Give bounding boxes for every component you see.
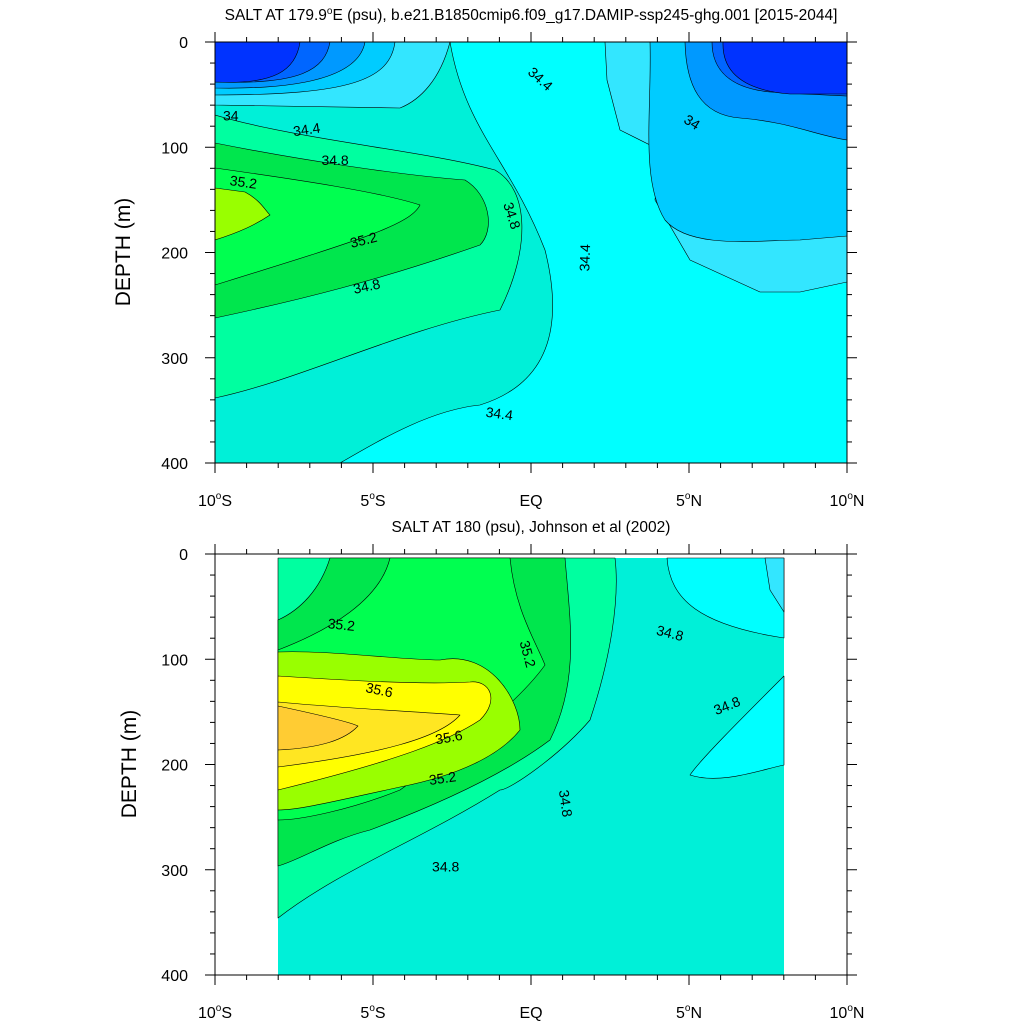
x-tick-label: EQ xyxy=(519,493,542,510)
panel-model-title: SALT AT 179.9oE (psu), b.e21.B1850cmip6.… xyxy=(225,6,838,24)
y-axis-title-observations: DEPTH (m) xyxy=(118,710,141,819)
contour-label: 35.2 xyxy=(348,229,379,251)
contour-label: 34.4 xyxy=(576,244,593,272)
ticks-observations xyxy=(205,544,857,985)
x-tick-label: 5oN xyxy=(676,1003,702,1022)
x-tick-label: 5oS xyxy=(360,1003,385,1022)
contour-label: 35.2 xyxy=(229,172,258,192)
contour-label: 35.2 xyxy=(428,768,457,788)
contour-label: 35.6 xyxy=(434,727,464,748)
plot-frame-observations xyxy=(205,544,857,985)
ytick-labels-observations: 0 100 200 300 400 xyxy=(161,547,188,985)
y-tick-label: 400 xyxy=(161,456,188,473)
plot-frame-model xyxy=(205,32,857,473)
contour-fill-model xyxy=(215,42,847,463)
contour-label: 34.8 xyxy=(556,789,576,818)
y-tick-label: 300 xyxy=(161,351,188,368)
fill-model-sw-35-6 xyxy=(215,187,271,241)
y-tick-label: 100 xyxy=(161,140,188,157)
y-tick-label: 0 xyxy=(179,547,188,564)
contour-label: 34.4 xyxy=(485,404,514,424)
ytick-labels-model: 0 100 200 300 400 xyxy=(161,35,188,473)
fill-obs-36-2 xyxy=(277,705,359,751)
fill-obs-fresh-34-6 xyxy=(666,557,785,639)
panel-model: SALT AT 179.9oE (psu), b.e21.B1850cmip6.… xyxy=(112,6,864,510)
fill-model-sw-35-4 xyxy=(215,167,421,286)
panel-observations: SALT AT 180 (psu), Johnson et al (2002) … xyxy=(118,519,864,1022)
y-tick-label: 200 xyxy=(161,758,188,775)
y-axis-title-model: DEPTH (m) xyxy=(112,198,135,307)
panel-obs-title: SALT AT 180 (psu), Johnson et al (2002) xyxy=(392,519,671,536)
y-tick-label: 100 xyxy=(161,652,188,669)
x-tick-label: 10oN xyxy=(830,491,865,510)
x-tick-label: 10oS xyxy=(198,1003,232,1022)
contour-label: 34.8 xyxy=(655,622,686,644)
x-tick-label: EQ xyxy=(519,1005,542,1022)
ticks-model xyxy=(205,32,857,473)
contour-label: 34.8 xyxy=(352,275,382,296)
x-tick-label: 5oN xyxy=(676,491,702,510)
xtick-labels-model: 10oS 5oS EQ 5oN 10oN xyxy=(198,491,864,510)
y-tick-label: 300 xyxy=(161,863,188,880)
xtick-labels-observations: 10oS 5oS EQ 5oN 10oN xyxy=(198,1003,864,1022)
y-tick-label: 0 xyxy=(179,35,188,52)
contour-label: 34.8 xyxy=(432,859,459,875)
contour-label: 35.6 xyxy=(364,679,394,700)
x-tick-label: 5oS xyxy=(360,491,385,510)
contour-label: 34.8 xyxy=(321,152,348,168)
contour-labels-observations: 35.235.234.835.634.835.635.234.834.8 xyxy=(327,615,743,874)
fill-model-sw-33-4 xyxy=(215,42,301,83)
fill-obs-fresh-34-6-deep xyxy=(689,675,785,779)
contour-label: 34 xyxy=(223,108,239,124)
x-tick-label: 10oS xyxy=(198,491,232,510)
contour-fill-observations xyxy=(277,557,785,975)
fill-obs-fresh-34-4 xyxy=(764,557,785,613)
contour-label: 34 xyxy=(681,111,703,133)
x-tick-label: 10oN xyxy=(830,1003,865,1022)
y-tick-label: 200 xyxy=(161,246,188,263)
contour-label: 35.2 xyxy=(327,615,356,634)
y-tick-label: 400 xyxy=(161,968,188,985)
contour-label: 34.4 xyxy=(292,120,321,140)
contour-label: 35.2 xyxy=(517,639,540,670)
fill-model-ne-33-4 xyxy=(722,42,847,95)
